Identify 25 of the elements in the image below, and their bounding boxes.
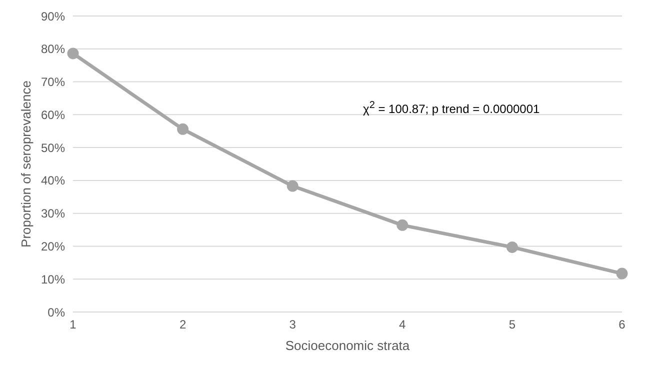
y-tick-label: 20% (40, 239, 66, 254)
point (177, 123, 189, 135)
point (286, 180, 298, 192)
y-tick-label: 80% (40, 42, 66, 56)
y-tick-label: 50% (40, 140, 66, 155)
x-tick-label: 1 (70, 318, 77, 332)
y-tick-label: 90% (40, 9, 66, 24)
x-tick-label: 3 (289, 318, 296, 332)
y-tick-label: 30% (40, 206, 66, 221)
y-tick-label: 0% (48, 305, 66, 320)
y-axis-title: Proportion of seroprevalence (18, 80, 34, 248)
x-tick-label: 2 (179, 318, 186, 332)
x-tick-label: 4 (399, 318, 406, 332)
point (616, 268, 628, 280)
x-axis-title: Socioeconomic strata (285, 338, 410, 353)
x-tick-label: 6 (618, 318, 626, 332)
y-tick-label: 70% (40, 75, 66, 90)
y-tick-label: 60% (40, 108, 66, 122)
point (506, 241, 518, 253)
point (396, 219, 408, 231)
y-tick-label: 10% (40, 272, 66, 286)
x-tick-label: 5 (508, 318, 516, 332)
y-tick-label: 40% (40, 174, 66, 188)
point (67, 48, 79, 60)
annotation: χ$^{2}$ = 100.87; p trend = 0.0000001 (363, 100, 540, 116)
